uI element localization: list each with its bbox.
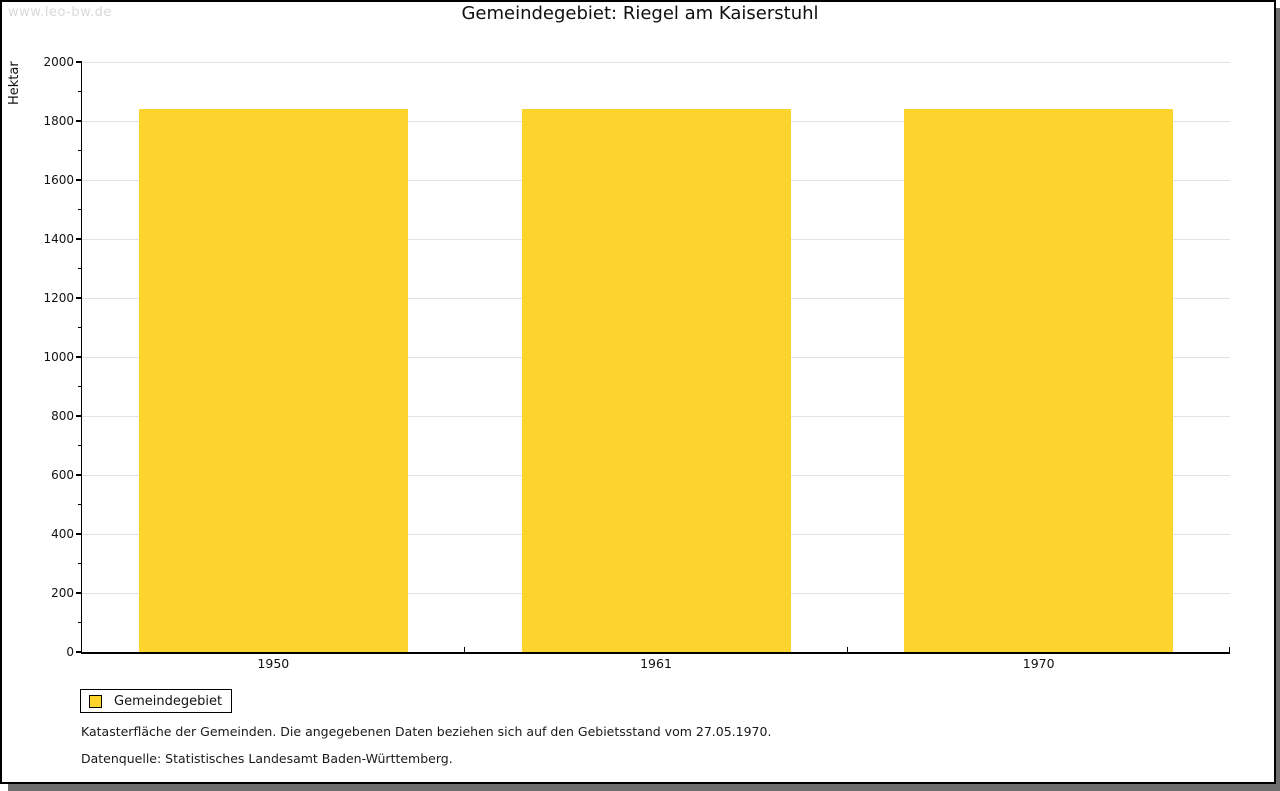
y-major-tick (76, 651, 82, 653)
footnote-data-source: Datenquelle: Statistisches Landesamt Bad… (81, 751, 453, 766)
y-minor-tick (78, 149, 82, 152)
x-tick-label: 1950 (257, 656, 290, 671)
y-minor-tick (78, 621, 82, 624)
legend-label: Gemeindegebiet (114, 693, 223, 709)
y-tick-label: 1800 (43, 114, 74, 128)
y-major-tick (76, 297, 82, 299)
x-boundary-tick (846, 646, 849, 652)
watermark: www.leo-bw.de (8, 5, 112, 20)
y-major-tick (76, 533, 82, 535)
y-tick-label: 1000 (43, 350, 74, 364)
y-major-tick (76, 356, 82, 358)
gridline (82, 61, 1230, 63)
y-tick-label: 400 (51, 527, 74, 541)
y-minor-tick (78, 90, 82, 93)
x-end-tick (1228, 646, 1230, 652)
y-tick-label: 1400 (43, 232, 74, 246)
y-major-tick (76, 474, 82, 476)
legend: Gemeindegebiet (80, 689, 232, 713)
y-minor-tick (78, 267, 82, 270)
frame-shadow-bottom (8, 784, 1280, 791)
y-axis-title: Hektar (7, 61, 22, 105)
y-major-tick (76, 415, 82, 417)
y-tick-label: 200 (51, 586, 74, 600)
y-tick-label: 1600 (43, 173, 74, 187)
y-minor-tick (78, 208, 82, 211)
bar-1950 (138, 109, 408, 652)
y-minor-tick (78, 385, 82, 388)
y-major-tick (76, 120, 82, 122)
bar-1970 (904, 109, 1174, 652)
y-tick-label: 0 (66, 645, 74, 659)
y-major-tick (76, 179, 82, 181)
y-tick-label: 1200 (43, 291, 74, 305)
y-minor-tick (78, 562, 82, 565)
x-tick-label: 1970 (1022, 656, 1055, 671)
y-major-tick (76, 61, 82, 63)
y-minor-tick (78, 444, 82, 447)
y-tick-label: 2000 (43, 55, 74, 69)
x-axis (80, 652, 1230, 654)
y-axis (80, 62, 82, 654)
y-major-tick (76, 238, 82, 240)
footnote-source-note: Katasterfläche der Gemeinden. Die angege… (81, 724, 772, 739)
y-tick-label: 800 (51, 409, 74, 423)
chart-title: Gemeindegebiet: Riegel am Kaiserstuhl (461, 3, 819, 24)
bar-1961 (521, 109, 791, 652)
x-tick-label: 1961 (640, 656, 672, 671)
y-tick-label: 600 (51, 468, 74, 482)
legend-swatch (89, 694, 102, 708)
y-minor-tick (78, 326, 82, 329)
x-boundary-tick (463, 646, 466, 652)
frame-shadow-right (1276, 8, 1280, 791)
y-major-tick (76, 592, 82, 594)
y-minor-tick (78, 503, 82, 506)
